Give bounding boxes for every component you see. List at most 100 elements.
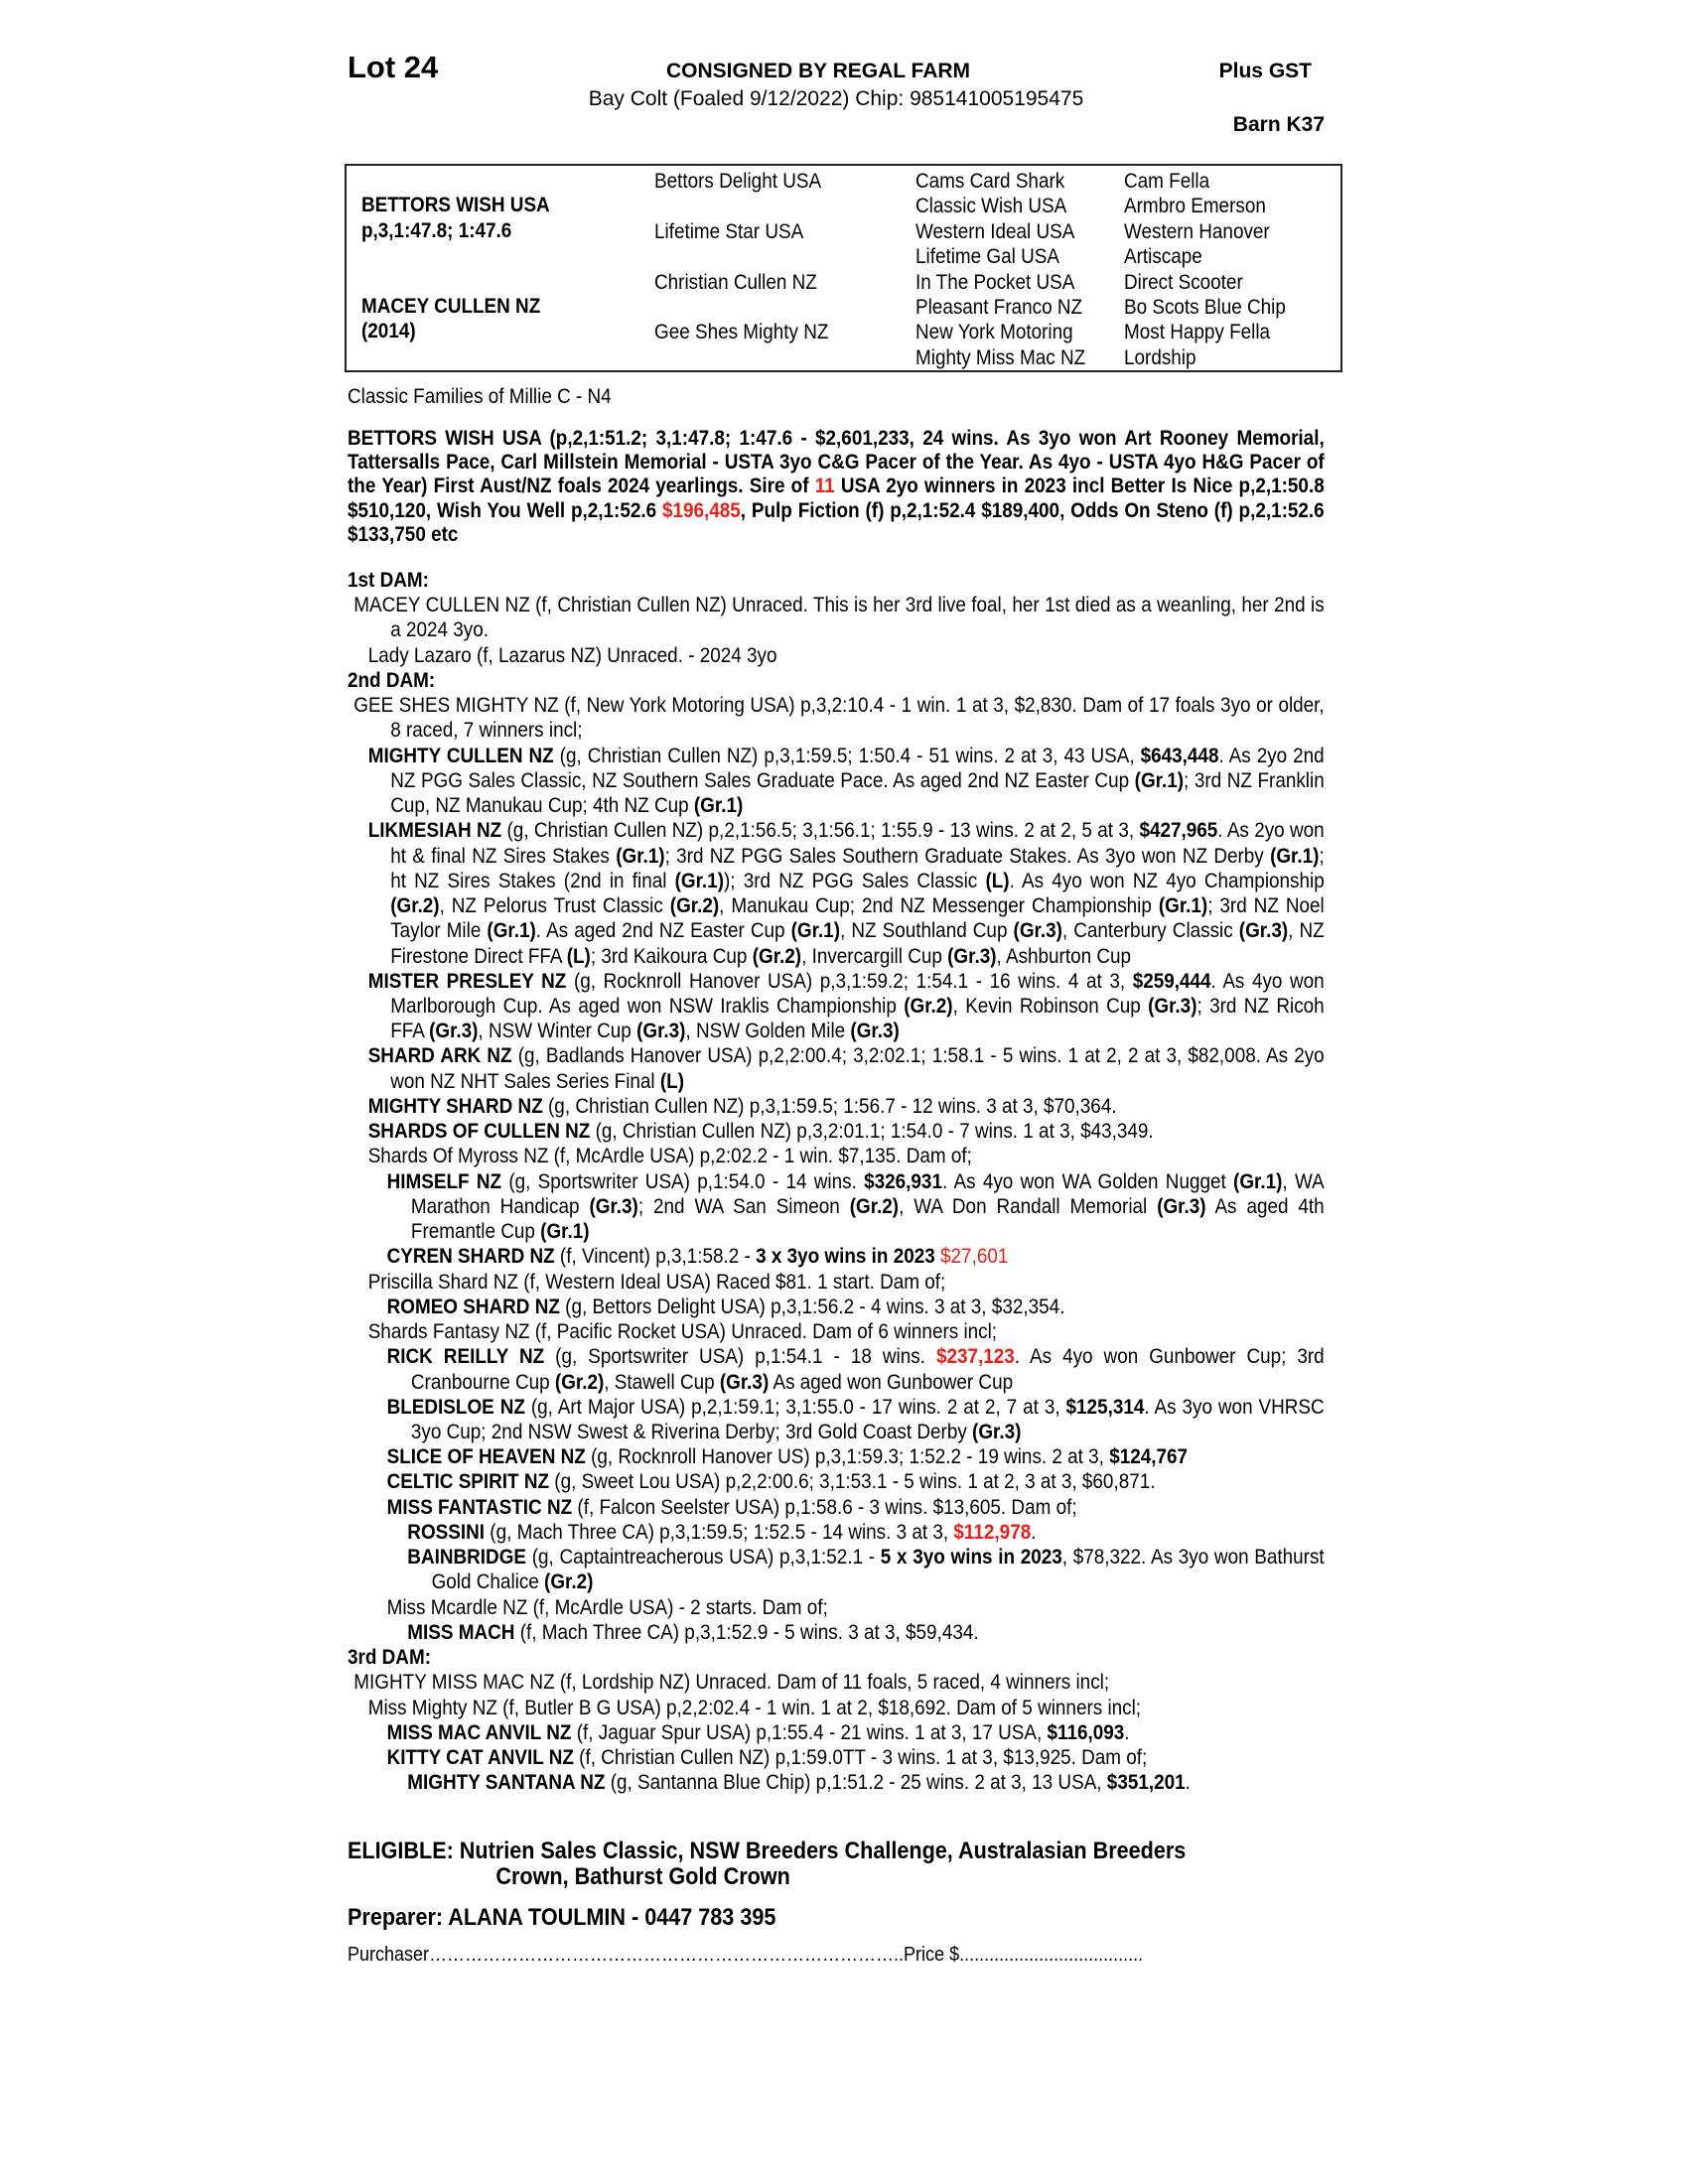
text: As aged 4th Fremantle Cup [410,1194,1325,1244]
text: ; 3rd NZ Ricoh FFA [390,994,1325,1043]
text: ; 3rd Kaikoura Cup [590,944,753,968]
text: , WA Don Randall Memorial [899,1194,1158,1218]
bold-text: $326,931 [864,1169,942,1193]
text: Shards Of Myross NZ (f, McArdle USA) p,2… [367,1145,972,1168]
pedigree-entry: ROSSINI (g, Mach Three CA) p,3,1:59.5; 1… [348,1520,1325,1545]
pedigree-entry: HIMSELF NZ (g, Sportswriter USA) p,1:54.… [348,1169,1325,1245]
text: 2nd DAM: [348,668,436,692]
gst-note: Plus GST [1218,60,1312,82]
text: , Manukau Cup; 2nd NZ Messenger Champion… [719,894,1159,918]
barn-number: Barn K37 [1232,113,1325,136]
text: (g, Bettors Delight USA) p,3,1:56.2 - 4 … [559,1295,1065,1318]
text: , NSW Golden Mile [685,1020,851,1043]
bold-text: BLEDISLOE NZ [386,1395,525,1419]
text: Lady Lazaro (f, Lazarus NZ) Unraced. - 2… [367,643,777,667]
purchaser-blank: …………………………………………………………………….. [429,1944,905,1966]
pedigree-entry: MISS MAC ANVIL NZ (f, Jaguar Spur USA) p… [348,1720,1325,1745]
bold-text: $643,448 [1140,744,1219,767]
bold-text: BAINBRIDGE [407,1546,527,1570]
pedigree-entry: GEE SHES MIGHTY NZ (f, New York Motoring… [348,693,1325,743]
text: As aged won Gunbower Cup [769,1370,1014,1394]
pedigree-entry: BLEDISLOE NZ (g, Art Major USA) p,2,1:59… [348,1395,1325,1444]
pedigree-entry: LIKMESIAH NZ (g, Christian Cullen NZ) p,… [348,818,1325,968]
bold-text: LIKMESIAH NZ [367,819,502,843]
text: (g, Santanna Blue Chip) p,1:51.2 - 25 wi… [605,1771,1107,1795]
pedigree-entry: ROMEO SHARD NZ (g, Bettors Delight USA) … [348,1295,1325,1319]
bold-text: 3 x 3yo wins in 2023 [756,1245,935,1269]
text: , NZ Pelorus Trust Classic [439,894,670,918]
text: , WA Marathon Handicap [410,1169,1325,1218]
pedigree-great-great-grandparent: Most Happy Fella [1124,321,1271,344]
lot-number: Lot 24 [348,50,439,84]
eligibility-line: Crown, Bathurst Gold Crown [495,1863,790,1890]
bold-text: 5 x 3yo wins in 2023 [880,1546,1062,1570]
bold-text: (Gr.3) [1157,1194,1206,1218]
text: GEE SHES MIGHTY NZ (f, New York Motoring… [353,694,1325,743]
bold-text: (Gr.2) [544,1570,594,1594]
text: USA 2yo winners in 2023 incl Better Is N… [348,475,1325,522]
bold-text: (Gr.3) [1238,919,1289,943]
text: ; 3rd NZ Franklin Cup, NZ Manukau Cup; 4… [390,768,1325,818]
pedigree-grandparent: Bettors Delight USA [654,170,822,193]
bold-text: (Gr.1) [540,1220,590,1244]
bold-text: SLICE OF HEAVEN NZ [386,1445,586,1469]
text: (g, Sportswriter USA) p,1:54.0 - 14 wins… [501,1169,865,1193]
text: . As 4yo won WA Golden Nugget [941,1169,1234,1193]
pedigree-entry: MISS MACH (f, Mach Three CA) p,3,1:52.9 … [348,1620,1325,1645]
horse-description: Bay Colt (Foaled 9/12/2022) Chip: 985141… [588,87,1084,110]
pedigree-entry: MIGHTY MISS MAC NZ (f, Lordship NZ) Unra… [348,1670,1325,1695]
text: . [1124,1720,1130,1744]
highlight-text: $196,485 [661,498,741,522]
text: (f, Vincent) p,3,1:58.2 - [554,1245,757,1269]
text: . As 4yo won Marlborough Cup. As aged wo… [390,969,1325,1018]
bold-text: ROMEO SHARD NZ [386,1295,560,1318]
text: , Invercargill Cup [801,944,948,968]
bold-text: CYREN SHARD NZ [386,1245,555,1269]
text: . [1185,1771,1191,1795]
bold-text: (Gr.1) [1134,768,1185,792]
bold-text: (L) [659,1069,685,1093]
pedigree-great-grandparent: New York Motoring [915,321,1073,344]
pedigree-great-great-grandparent: Direct Scooter [1124,270,1243,294]
text: (g, Christian Cullen NZ) p,3,1:59.5; 1:5… [542,1094,1117,1118]
pedigree-great-grandparent: Lifetime Gal USA [915,245,1059,269]
bold-text: SHARDS OF CULLEN NZ [367,1120,591,1144]
text: (g, Mach Three CA) p,3,1:59.5; 1:52.5 - … [485,1520,954,1544]
pedigree-entry: Priscilla Shard NZ (f, Western Ideal USA… [348,1270,1325,1295]
bold-text: MIGHTY CULLEN NZ [367,744,554,767]
text: MIGHTY MISS MAC NZ (f, Lordship NZ) Unra… [353,1671,1110,1695]
text: . As 2yo won ht & final NZ Sires Stakes [390,819,1325,868]
text: ; 3rd NZ PGG Sales Southern Graduate Sta… [664,844,1271,868]
sire-name: BETTORS WISH USA [361,194,550,216]
pedigree-great-great-grandparent: Cam Fella [1124,170,1210,193]
bold-text: $427,965 [1139,819,1218,843]
section-heading: 3rd DAM: [348,1645,1325,1670]
text: , $78,322. As 3yo won Bathurst Gold Chal… [431,1546,1325,1594]
text: ; 3rd NZ Noel Taylor Mile [390,894,1325,943]
dam-name: MACEY CULLEN NZ [361,295,541,318]
bold-text: (Gr.2) [904,994,953,1018]
pedigree-entry: KITTY CAT ANVIL NZ (f, Christian Cullen … [348,1745,1325,1770]
pedigree-entry: Miss Mighty NZ (f, Butler B G USA) p,2,2… [348,1696,1325,1720]
highlight-text: $112,978 [953,1520,1032,1544]
text: . As 4yo won NZ 4yo Championship [1009,869,1325,892]
text: (f, Christian Cullen NZ) p,1:59.0TT - 3 … [573,1746,1148,1770]
text: (g, Christian Cullen NZ) p,2,1:56.5; 3,1… [501,819,1140,843]
bold-text: (L) [566,944,591,968]
text: , NZ Firestone Direct FFA [390,919,1325,968]
dam-lines: 1st DAM: MACEY CULLEN NZ (f, Christian Cu… [348,568,1325,1795]
pedigree-entry: Shards Of Myross NZ (f, McArdle USA) p,2… [348,1144,1325,1168]
bold-text: $259,444 [1132,969,1211,993]
text: (f, Jaguar Spur USA) p,1:55.4 - 21 wins.… [571,1720,1048,1744]
pedigree-great-great-grandparent: Artiscape [1124,245,1202,269]
highlight-text: $237,123 [935,1345,1015,1369]
pedigree-grandparent: Christian Cullen NZ [654,270,817,294]
highlight-text: 11 [814,475,835,498]
bold-text: (Gr.3) [429,1020,479,1043]
bold-text: (Gr.3) [589,1194,638,1218]
pedigree-entry: MIGHTY SHARD NZ (g, Christian Cullen NZ)… [348,1094,1325,1119]
pedigree-entry: CYREN SHARD NZ (f, Vincent) p,3,1:58.2 -… [348,1244,1325,1269]
bold-text: MIGHTY SHARD NZ [367,1094,543,1118]
bold-text: MISS MACH [407,1620,515,1644]
pedigree-entry: SHARD ARK NZ (g, Badlands Hanover USA) p… [348,1043,1325,1093]
